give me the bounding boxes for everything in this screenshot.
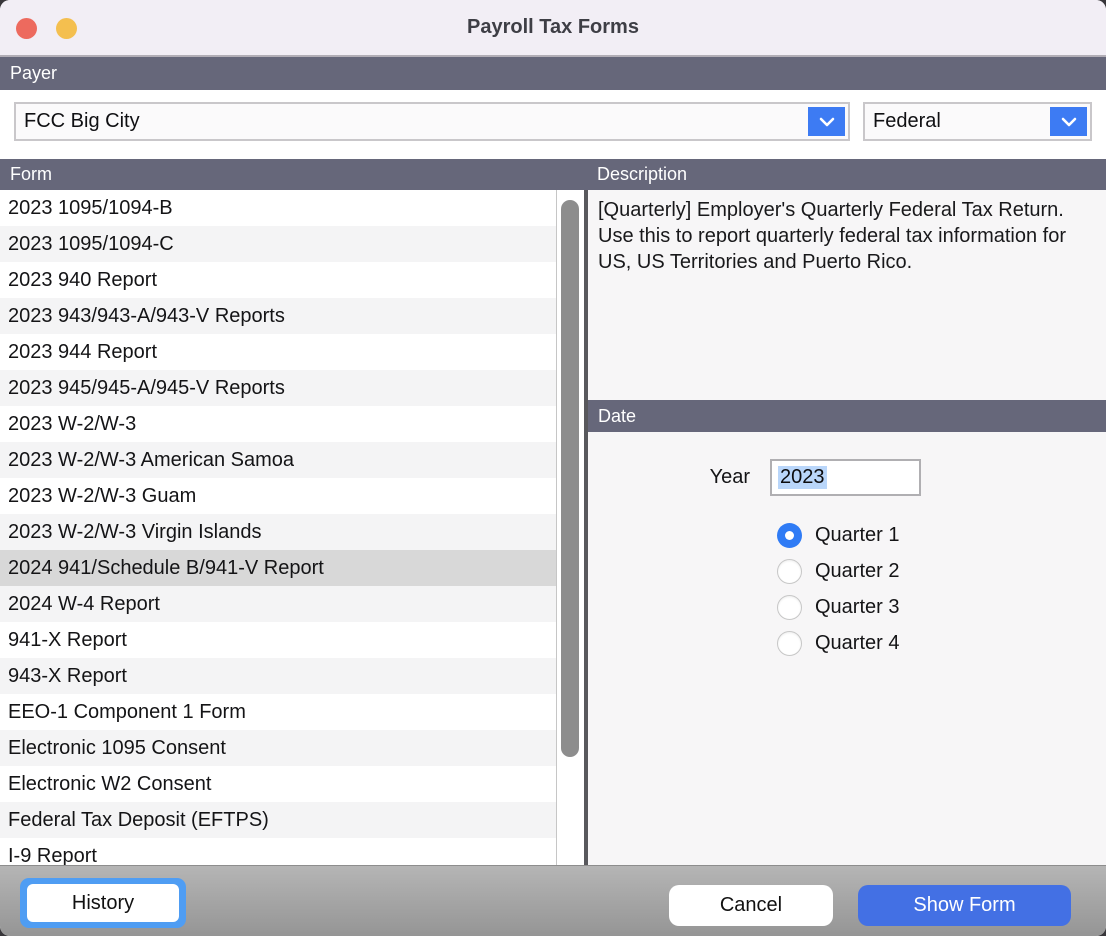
form-list-scrollbar-thumb[interactable] [561, 200, 579, 757]
quarter-label: Quarter 4 [815, 632, 900, 654]
history-button[interactable]: History [27, 884, 179, 922]
form-list[interactable]: 2023 1095/1094-B 2023 1095/1094-C 2023 940… [0, 190, 556, 865]
show-form-button[interactable]: Show Form [858, 885, 1071, 926]
radio-icon[interactable] [777, 559, 802, 584]
list-item[interactable]: 2023 W-2/W-3 Virgin Islands [0, 514, 556, 550]
panel-divider [584, 190, 588, 865]
window-title: Payroll Tax Forms [467, 16, 639, 38]
list-item[interactable]: 2023 W-2/W-3 Guam [0, 478, 556, 514]
payer-company-dropdown[interactable]: FCC Big City [14, 102, 850, 141]
year-label: Year [709, 466, 750, 488]
list-item[interactable]: 2024 941/Schedule B/941-V Report [0, 550, 556, 586]
list-item[interactable]: Electronic W2 Consent [0, 766, 556, 802]
payer-company-value: FCC Big City [24, 110, 140, 132]
jurisdiction-dropdown[interactable]: Federal [863, 102, 1092, 141]
list-item[interactable]: 943-X Report [0, 658, 556, 694]
form-section-label: Form [10, 164, 52, 184]
quarter-label: Quarter 1 [815, 524, 900, 546]
quarter-radio-option[interactable]: Quarter 1 [777, 523, 899, 548]
quarter-label: Quarter 3 [815, 596, 900, 618]
quarter-radio-option[interactable]: Quarter 3 [777, 595, 899, 620]
list-item[interactable]: 2024 W-4 Report [0, 586, 556, 622]
jurisdiction-dropdown-button[interactable] [1050, 107, 1087, 136]
payer-company-dropdown-button[interactable] [808, 107, 845, 136]
footer-bar: History Cancel Show Form [0, 865, 1106, 936]
title-bar: Payroll Tax Forms [0, 0, 1106, 57]
quarter-radio-option[interactable]: Quarter 4 [777, 631, 899, 656]
list-item[interactable]: I-9 Report [0, 838, 556, 865]
form-description-header: Form Description [0, 159, 1106, 190]
list-item[interactable]: EEO-1 Component 1 Form [0, 694, 556, 730]
list-item[interactable]: 2023 944 Report [0, 334, 556, 370]
list-item[interactable]: Federal Tax Deposit (EFTPS) [0, 802, 556, 838]
detail-panel [588, 190, 1106, 865]
list-item[interactable]: 2023 1095/1094-B [0, 190, 556, 226]
jurisdiction-value: Federal [873, 110, 941, 132]
chevron-down-icon [1061, 117, 1076, 126]
quarter-label: Quarter 2 [815, 560, 900, 582]
cancel-button[interactable]: Cancel [669, 885, 833, 926]
list-item[interactable]: 2023 940 Report [0, 262, 556, 298]
year-value-selected-text: 2023 [778, 466, 827, 489]
list-item[interactable]: 2023 943/943-A/943-V Reports [0, 298, 556, 334]
quarter-radio-option[interactable]: Quarter 2 [777, 559, 899, 584]
payer-section-header: Payer [0, 57, 1106, 90]
list-item[interactable]: 2023 1095/1094-C [0, 226, 556, 262]
list-item[interactable]: Electronic 1095 Consent [0, 730, 556, 766]
radio-selected-icon[interactable] [777, 523, 802, 548]
date-section-header: Date [588, 400, 1106, 432]
date-section-label: Date [598, 406, 637, 426]
payer-section-label: Payer [10, 63, 58, 83]
chevron-down-icon [819, 117, 834, 126]
year-input[interactable]: 2023 [770, 459, 921, 496]
description-section-label: Description [597, 164, 688, 184]
list-item[interactable]: 941-X Report [0, 622, 556, 658]
list-item[interactable]: 2023 945/945-A/945-V Reports [0, 370, 556, 406]
radio-icon[interactable] [777, 595, 802, 620]
close-window-icon[interactable] [16, 18, 37, 39]
form-description-text: [Quarterly] Employer's Quarterly Federal… [598, 199, 1075, 273]
list-item[interactable]: 2023 W-2/W-3 [0, 406, 556, 442]
list-item[interactable]: 2023 W-2/W-3 American Samoa [0, 442, 556, 478]
quarter-radio-group: Quarter 1 Quarter 2 Quarter 3 Quarter 4 [777, 523, 899, 667]
minimize-window-icon[interactable] [56, 18, 77, 39]
history-button-focus-ring: History [20, 878, 186, 928]
radio-icon[interactable] [777, 631, 802, 656]
